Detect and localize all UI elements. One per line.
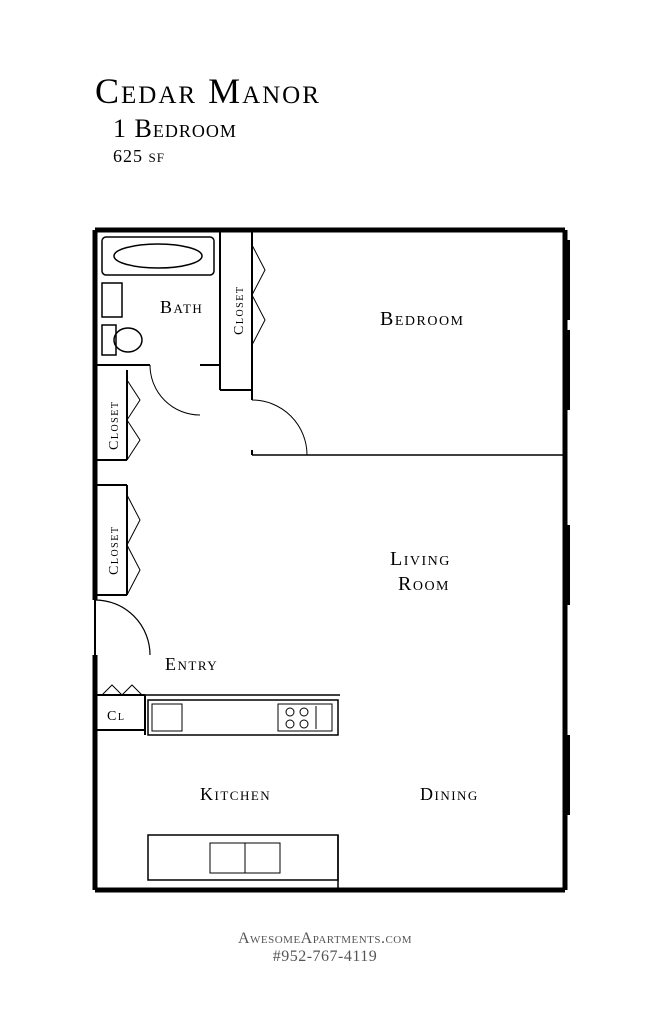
entry-door: [95, 600, 150, 655]
footer-site: AwesomeApartments.com: [0, 930, 650, 948]
exterior-walls: [95, 230, 565, 890]
closet-label-1: Closet: [232, 286, 247, 335]
kitchen-label: Kitchen: [200, 784, 271, 804]
property-title: Cedar Manor: [95, 70, 650, 112]
entry-label: Entry: [165, 654, 218, 674]
closet-label-2: Closet: [107, 401, 122, 450]
bath-label: Bath: [160, 297, 203, 317]
bedroom-label: Bedroom: [380, 308, 465, 330]
cl-label: Cl: [107, 709, 125, 724]
footer-phone: #952-767-4119: [0, 948, 650, 966]
closet-label-3: Closet: [107, 526, 122, 575]
footer: AwesomeApartments.com #952-767-4119: [0, 930, 650, 966]
bath-room: [95, 230, 220, 415]
header: Cedar Manor 1 Bedroom 625 sf: [0, 0, 650, 167]
unit-type: 1 Bedroom: [113, 114, 650, 144]
living-label-2: Room: [398, 573, 450, 595]
bedroom-wall: [252, 390, 565, 455]
living-label-1: Living: [390, 548, 451, 570]
square-footage: 625 sf: [113, 146, 650, 167]
dining-label: Dining: [420, 784, 479, 804]
floor-plan: Bath Closet Bedroom Closet Closet: [90, 225, 570, 895]
